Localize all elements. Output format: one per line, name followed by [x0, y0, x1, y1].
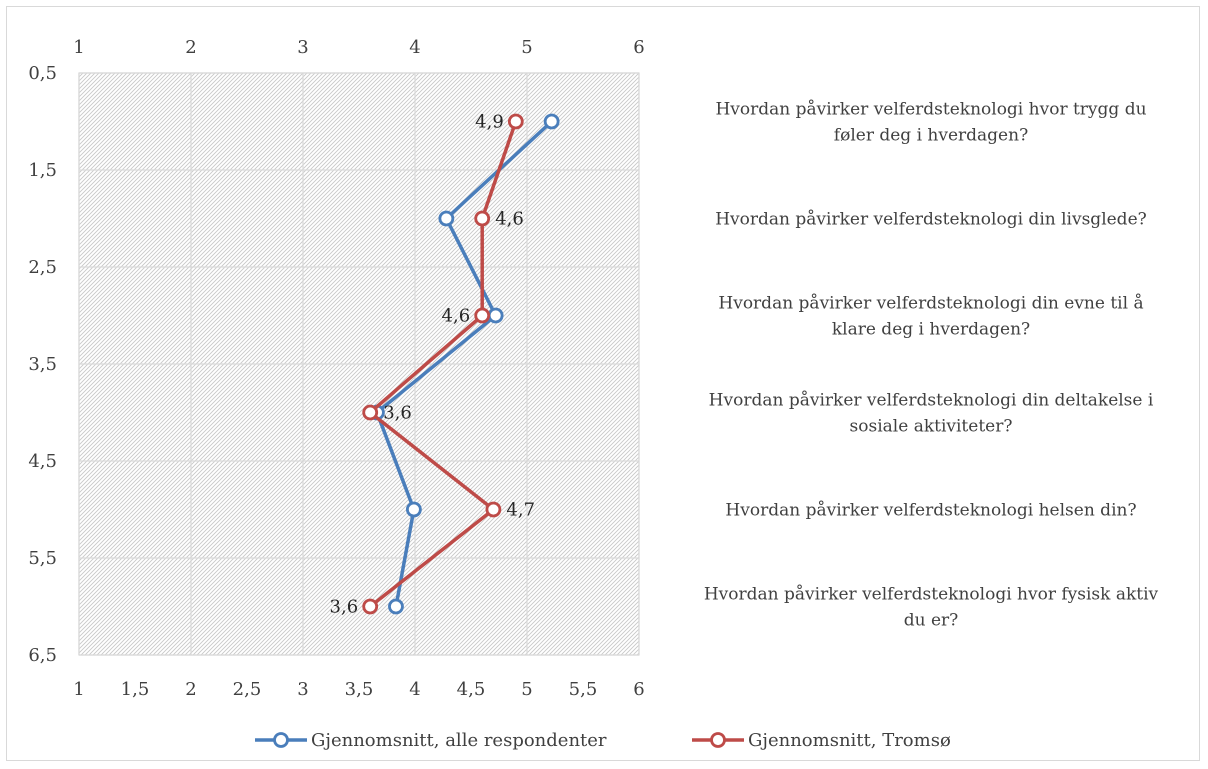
legend-marker — [273, 732, 289, 748]
x-tick-label-top: 6 — [633, 37, 644, 58]
data-label: 4,9 — [475, 112, 504, 133]
data-label: 4,6 — [495, 209, 524, 230]
series-layer — [362, 113, 560, 615]
y-tick-label: 6,5 — [28, 645, 57, 666]
x-tick-label-bottom: 1 — [73, 679, 84, 700]
category-label: Hvordan påvirker velferdsteknologi hvor … — [704, 585, 1159, 605]
y-tick-label: 3,5 — [28, 354, 57, 375]
y-tick-label: 2,5 — [28, 257, 57, 278]
x-tick-label-bottom: 2 — [185, 679, 196, 700]
x-tick-label-bottom: 4 — [409, 679, 420, 700]
y-tick-label: 5,5 — [28, 548, 57, 569]
category-label: Hvordan påvirker velferdsteknologi hvor … — [715, 100, 1146, 120]
y-tick-label: 0,5 — [28, 63, 57, 84]
category-labels: Hvordan påvirker velferdsteknologi hvor … — [704, 100, 1159, 631]
x-tick-label-bottom: 3 — [297, 679, 308, 700]
series-point — [543, 113, 560, 130]
series-point — [388, 598, 404, 615]
x-tick-label-bottom: 3,5 — [345, 679, 374, 700]
x-tick-label-bottom: 5 — [521, 679, 532, 700]
series-point — [362, 404, 379, 421]
legend-label: Gjennomsnitt, alle respondenter — [311, 730, 607, 751]
x-tick-label-top: 2 — [185, 37, 196, 58]
data-label: 3,6 — [383, 403, 412, 424]
category-label: Hvordan påvirker velferdsteknologi din l… — [715, 210, 1147, 230]
category-label: du er? — [904, 611, 959, 631]
series-point — [474, 307, 491, 324]
series-line — [375, 120, 553, 607]
data-labels: 4,9 4,6 4,6 3,6 4,7 3,6 — [330, 112, 535, 618]
category-label: sosiale aktiviteter? — [850, 417, 1013, 437]
axes: 0,5 1,5 2,5 3,5 4,5 5,5 6,5 1 2 3 4 5 6 1 1,5 2 2,5 3 3,5 4… — [28, 37, 644, 700]
series-point — [362, 598, 379, 615]
grid-lines — [78, 72, 640, 656]
x-tick-label-bottom: 1,5 — [121, 679, 150, 700]
series-line — [368, 120, 518, 608]
category-label: klare deg i hverdagen? — [832, 320, 1030, 340]
x-tick-label-top: 3 — [297, 37, 308, 58]
series-point — [474, 210, 491, 227]
y-tick-label: 1,5 — [28, 160, 57, 181]
legend: Gjennomsnitt, alle respondenter Gjennomsn… — [255, 730, 951, 751]
series-point — [507, 113, 524, 130]
category-label: Hvordan påvirker velferdsteknologi helse… — [725, 501, 1136, 521]
category-label: føler deg i hverdagen? — [834, 126, 1028, 146]
x-tick-label-bottom: 4,5 — [457, 679, 486, 700]
data-label: 3,6 — [330, 597, 359, 618]
x-tick-label-bottom: 5,5 — [569, 679, 598, 700]
series-point — [438, 210, 455, 227]
series-point — [485, 501, 502, 518]
category-label: Hvordan påvirker velferdsteknologi din d… — [709, 391, 1154, 411]
legend-label: Gjennomsnitt, Tromsø — [748, 730, 951, 751]
y-tick-label: 4,5 — [28, 451, 57, 472]
series-point — [487, 307, 504, 324]
plot-border — [78, 72, 640, 656]
series-point — [405, 501, 422, 518]
x-tick-label-bottom: 2,5 — [233, 679, 262, 700]
x-tick-label-bottom: 6 — [633, 679, 644, 700]
x-tick-label-top: 5 — [521, 37, 532, 58]
x-tick-label-top: 1 — [73, 37, 84, 58]
data-label: 4,6 — [442, 306, 471, 327]
legend-marker — [710, 732, 726, 748]
x-tick-label-top: 4 — [409, 37, 420, 58]
category-label: Hvordan påvirker velferdsteknologi din e… — [718, 294, 1143, 314]
data-label: 4,7 — [506, 500, 535, 521]
